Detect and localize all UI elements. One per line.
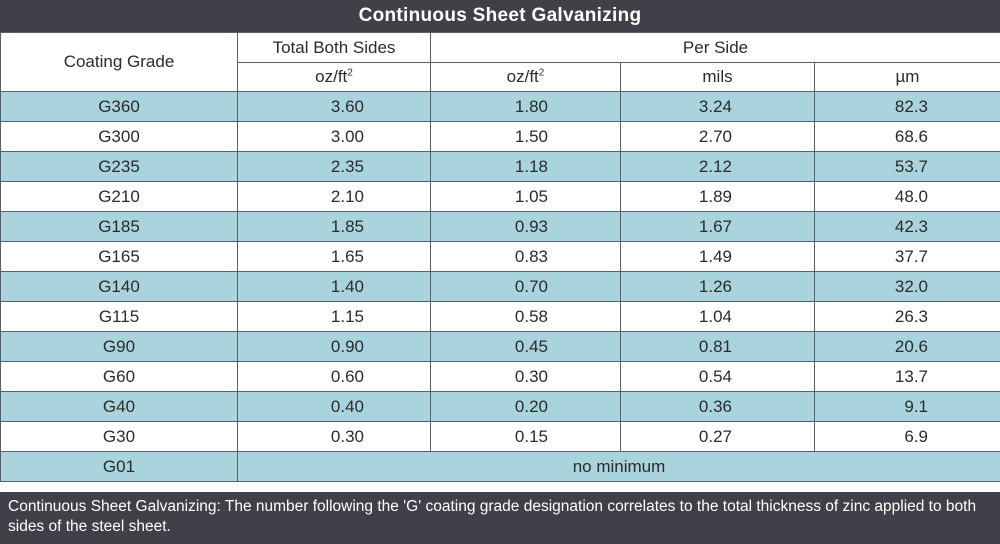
header-um-unit: µm <box>813 62 1000 92</box>
cell-um: 42.3 <box>813 211 1000 242</box>
cell-um: 68.6 <box>813 121 1000 152</box>
table-row: G235 2.35 1.18 2.12 53.7 <box>0 151 1000 182</box>
cell-total: 0.30 <box>237 421 431 452</box>
cell-um: 82.3 <box>813 91 1000 122</box>
cell-grade: G40 <box>0 391 238 422</box>
cell-oz: 0.45 <box>430 331 621 362</box>
cell-mils: 1.04 <box>620 301 815 332</box>
cell-grade: G185 <box>0 211 238 242</box>
header-per-side: Per Side <box>429 32 1000 63</box>
cell-total: 0.90 <box>237 331 431 362</box>
cell-oz: 0.30 <box>430 361 621 392</box>
cell-total: 2.10 <box>237 181 431 212</box>
cell-oz: 0.20 <box>430 391 621 422</box>
header-perside-oz-unit: oz/ft2 <box>430 62 621 92</box>
cell-oz: 0.15 <box>430 421 621 452</box>
cell-mils: 1.89 <box>620 181 815 212</box>
cell-oz: 0.58 <box>430 301 621 332</box>
table-row: G30 0.30 0.15 0.27 6.9 <box>0 421 1000 452</box>
cell-grade: G90 <box>0 331 238 362</box>
cell-mils: 1.26 <box>620 271 815 302</box>
cell-mils: 0.36 <box>620 391 815 422</box>
cell-oz: 0.70 <box>430 271 621 302</box>
table-row: G115 1.15 0.58 1.04 26.3 <box>0 301 1000 332</box>
cell-grade: G360 <box>0 91 238 122</box>
cell-mils: 0.54 <box>620 361 815 392</box>
table-row: G165 1.65 0.83 1.49 37.7 <box>0 241 1000 272</box>
cell-total: 1.40 <box>237 271 431 302</box>
cell-oz: 0.83 <box>430 241 621 272</box>
cell-mils: 0.27 <box>620 421 815 452</box>
cell-oz: 1.05 <box>430 181 621 212</box>
cell-grade: G300 <box>0 121 238 152</box>
cell-total: 0.60 <box>237 361 431 392</box>
cell-grade: G01 <box>0 451 238 482</box>
cell-total: 0.40 <box>237 391 431 422</box>
cell-um: 26.3 <box>813 301 1000 332</box>
cell-grade: G235 <box>0 151 238 182</box>
header-total-unit: oz/ft2 <box>237 62 431 92</box>
table-row-g01: G01 no minimum <box>0 451 1000 482</box>
cell-total: 1.15 <box>237 301 431 332</box>
cell-um: 48.0 <box>813 181 1000 212</box>
cell-total: 1.85 <box>237 211 431 242</box>
cell-total: 2.35 <box>237 151 431 182</box>
coating-grade-table: Coating Grade Total Both Sides Per Side … <box>0 32 1000 482</box>
cell-oz: 0.93 <box>430 211 621 242</box>
cell-grade: G60 <box>0 361 238 392</box>
table-row: G40 0.40 0.20 0.36 9.1 <box>0 391 1000 422</box>
unit-ozft-label: oz/ft <box>315 67 348 86</box>
cell-um: 13.7 <box>813 361 1000 392</box>
table-title: Continuous Sheet Galvanizing <box>0 0 1000 32</box>
cell-total: 3.00 <box>237 121 431 152</box>
cell-grade: G210 <box>0 181 238 212</box>
cell-mils: 1.49 <box>620 241 815 272</box>
header-mils-unit: mils <box>620 62 815 92</box>
cell-um: 32.0 <box>813 271 1000 302</box>
cell-grade: G115 <box>0 301 238 332</box>
cell-um: 20.6 <box>813 331 1000 362</box>
cell-mils: 3.24 <box>620 91 815 122</box>
cell-mils: 2.70 <box>620 121 815 152</box>
cell-um: 6.9 <box>813 421 1000 452</box>
cell-oz: 1.50 <box>430 121 621 152</box>
cell-oz: 1.18 <box>430 151 621 182</box>
table-header: Coating Grade Total Both Sides Per Side … <box>0 32 1000 92</box>
cell-grade: G165 <box>0 241 238 272</box>
cell-grade: G140 <box>0 271 238 302</box>
table-row: G210 2.10 1.05 1.89 48.0 <box>0 181 1000 212</box>
cell-um: 37.7 <box>813 241 1000 272</box>
unit-ozft-label: oz/ft <box>506 67 539 86</box>
cell-grade: G30 <box>0 421 238 452</box>
table-row: G60 0.60 0.30 0.54 13.7 <box>0 361 1000 392</box>
cell-oz: 1.80 <box>430 91 621 122</box>
cell-mils: 1.67 <box>620 211 815 242</box>
unit-superscript: 2 <box>347 67 353 79</box>
cell-mils: 0.81 <box>620 331 815 362</box>
header-coating-grade: Coating Grade <box>0 32 238 92</box>
unit-superscript: 2 <box>538 67 545 79</box>
table-row: G360 3.60 1.80 3.24 82.3 <box>0 91 1000 122</box>
table-row: G300 3.00 1.50 2.70 68.6 <box>0 121 1000 152</box>
footer-note: Continuous Sheet Galvanizing: The number… <box>0 492 1000 544</box>
table-row: G140 1.40 0.70 1.26 32.0 <box>0 271 1000 302</box>
table-body: G360 3.60 1.80 3.24 82.3 G300 3.00 1.50 … <box>0 91 1000 482</box>
cell-um: 9.1 <box>813 391 1000 422</box>
cell-mils: 2.12 <box>620 151 815 182</box>
cell-total: 3.60 <box>237 91 431 122</box>
cell-no-minimum: no minimum <box>236 451 1000 482</box>
header-total-both-sides: Total Both Sides <box>237 32 431 63</box>
cell-total: 1.65 <box>237 241 431 272</box>
cell-um: 53.7 <box>813 151 1000 182</box>
table-row: G185 1.85 0.93 1.67 42.3 <box>0 211 1000 242</box>
table-row: G90 0.90 0.45 0.81 20.6 <box>0 331 1000 362</box>
